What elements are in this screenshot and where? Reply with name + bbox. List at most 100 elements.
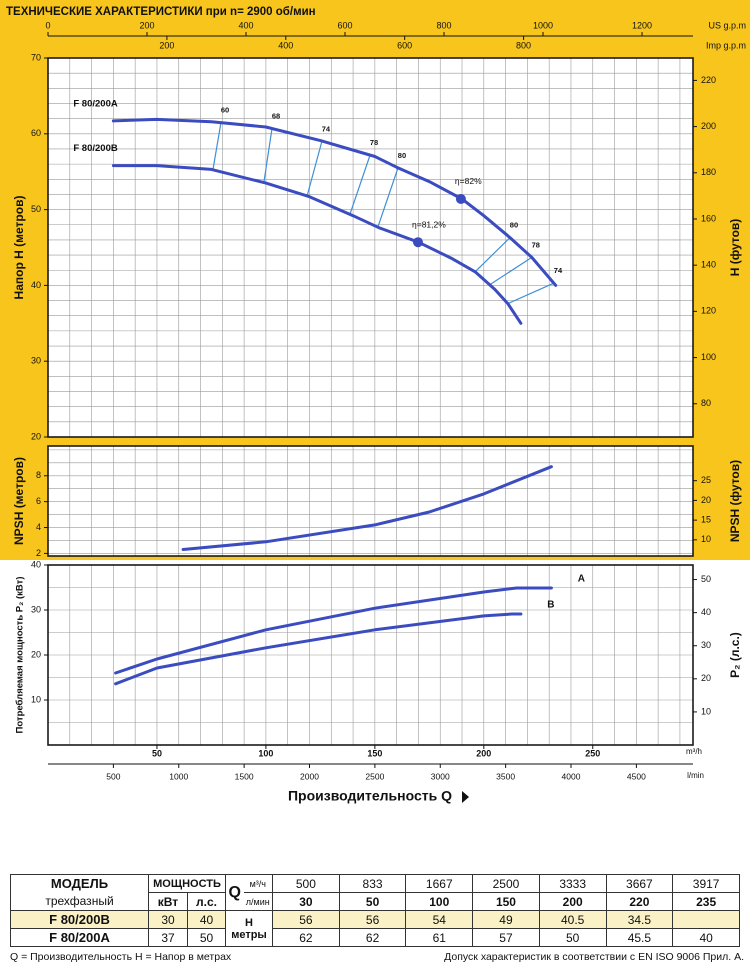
value-cell: 62 — [338, 928, 407, 947]
value-cell: 50 — [186, 928, 227, 947]
series-label: B — [547, 600, 554, 611]
bottom-tick-label: 500 — [106, 771, 120, 781]
y-tick-label: 50 — [31, 204, 41, 214]
y2-tick-label: 30 — [701, 640, 711, 650]
header-cell: л/мин — [243, 892, 274, 911]
q-cell: 50 — [338, 892, 407, 911]
y2-tick-label: 15 — [701, 514, 711, 524]
value-cell: 40 — [186, 910, 227, 929]
top-tick-label: 600 — [337, 20, 352, 30]
plot-area — [48, 446, 693, 556]
efficiency-line — [377, 167, 399, 228]
top-tick-label: 800 — [436, 20, 451, 30]
top-tick-label: 600 — [397, 40, 412, 50]
y2-tick-label: 100 — [701, 352, 716, 362]
top-tick-label: 200 — [159, 40, 174, 50]
line — [111, 117, 558, 287]
header-cell: Q — [225, 874, 244, 911]
efficiency-label: 78 — [532, 240, 540, 249]
line — [114, 612, 523, 686]
bottom-tick-label: 4500 — [627, 771, 646, 781]
q-cell: 100 — [405, 892, 474, 911]
q-cell: 3667 — [605, 874, 674, 893]
value-cell: 34.5 — [605, 910, 674, 929]
header-cell: л.с. — [186, 892, 227, 911]
efficiency-line — [306, 141, 323, 197]
y-tick-label: 10 — [31, 694, 41, 704]
x-tick-label: 100 — [258, 748, 273, 758]
top-tick-label: 0 — [45, 20, 50, 30]
x-axis-title: Производительность Q — [288, 788, 452, 804]
efficiency-label: 60 — [221, 105, 229, 114]
value-cell: 54 — [405, 910, 474, 929]
bottom-tick-label: 1500 — [235, 771, 254, 781]
x-tick-label: 200 — [476, 748, 491, 758]
value-cell: 45.5 — [605, 928, 674, 947]
bottom-tick-label: 3500 — [496, 771, 515, 781]
y-tick-label: 30 — [31, 604, 41, 614]
y-tick-label: 8 — [36, 470, 41, 480]
q-cell: 3917 — [672, 874, 740, 893]
best-efficiency-point — [455, 193, 466, 204]
best-efficiency-point — [413, 237, 424, 248]
y2-tick-label: 20 — [701, 495, 711, 505]
annotation: η=82% — [455, 176, 482, 186]
x-tick-label: 150 — [367, 748, 382, 758]
chart: ТЕХНИЧЕСКИЕ ХАРАКТЕРИСТИКИ при n= 2900 о… — [0, 0, 750, 804]
y-tick-label: 4 — [36, 522, 41, 532]
efficiency-line — [263, 128, 273, 183]
y2-tick-label: 200 — [701, 121, 716, 131]
q-cell: 220 — [605, 892, 674, 911]
plot-area — [48, 58, 693, 437]
bottom-tick-label: 3000 — [431, 771, 450, 781]
header-cell: м³/ч — [243, 874, 274, 893]
top-axis-unit: Imp g.p.m — [706, 40, 746, 50]
x-tick-label: 250 — [585, 748, 600, 758]
y2-axis-title: H (футов) — [728, 219, 742, 277]
axis-arrow — [462, 791, 470, 803]
q-cell: 500 — [272, 874, 340, 893]
y-tick-label: 30 — [31, 356, 41, 366]
value-cell: 57 — [472, 928, 540, 947]
y2-tick-label: 50 — [701, 574, 711, 584]
value-cell — [672, 910, 740, 929]
header-cell: кВт — [148, 892, 188, 911]
y-tick-label: 2 — [36, 548, 41, 558]
y-tick-label: 40 — [31, 280, 41, 290]
value-cell: 37 — [148, 928, 188, 947]
top-tick-label: 200 — [139, 20, 154, 30]
efficiency-line — [474, 237, 511, 273]
value-cell: 61 — [405, 928, 474, 947]
header-cell: трехфазный — [10, 892, 149, 911]
plot-border — [47, 57, 694, 438]
header-cell: H метры — [225, 910, 274, 947]
q-cell: 3333 — [538, 874, 607, 893]
value-cell: 49 — [472, 910, 540, 929]
y2-tick-label: 180 — [701, 167, 716, 177]
line — [114, 586, 553, 675]
y-tick-label: 20 — [31, 431, 41, 441]
y2-tick-label: 120 — [701, 306, 716, 316]
efficiency-label: 74 — [322, 124, 331, 133]
y-axis-title: Напор H (метров) — [12, 196, 26, 300]
table-row: трехфазный кВт л.с. л/мин 30 50 100 150 200 220 23… — [10, 892, 740, 911]
efficiency-label: 74 — [554, 266, 563, 275]
top-tick-label: 1000 — [533, 20, 553, 30]
y2-axis-title: P₂ (л.с.) — [728, 632, 742, 678]
y2-tick-label: 140 — [701, 260, 716, 270]
q-cell: 2500 — [472, 874, 540, 893]
bottom-tick-label: 2500 — [365, 771, 384, 781]
y2-tick-label: 80 — [701, 398, 711, 408]
y-tick-label: 40 — [31, 559, 41, 569]
bottom-axis-unit: l/min — [687, 771, 704, 780]
efficiency-line — [349, 154, 371, 215]
q-cell: 833 — [338, 874, 407, 893]
footnote: Допуск характеристик в соответствии с EN… — [444, 951, 744, 963]
q-cell: 235 — [672, 892, 740, 911]
series-label: F 80/200A — [73, 98, 117, 109]
header-cell: МОЩНОСТЬ — [147, 874, 227, 893]
chart-title: ТЕХНИЧЕСКИЕ ХАРАКТЕРИСТИКИ при n= 2900 о… — [6, 6, 316, 18]
y-axis-title: Потребляемая мощность P₂ (кВт) — [15, 577, 26, 734]
